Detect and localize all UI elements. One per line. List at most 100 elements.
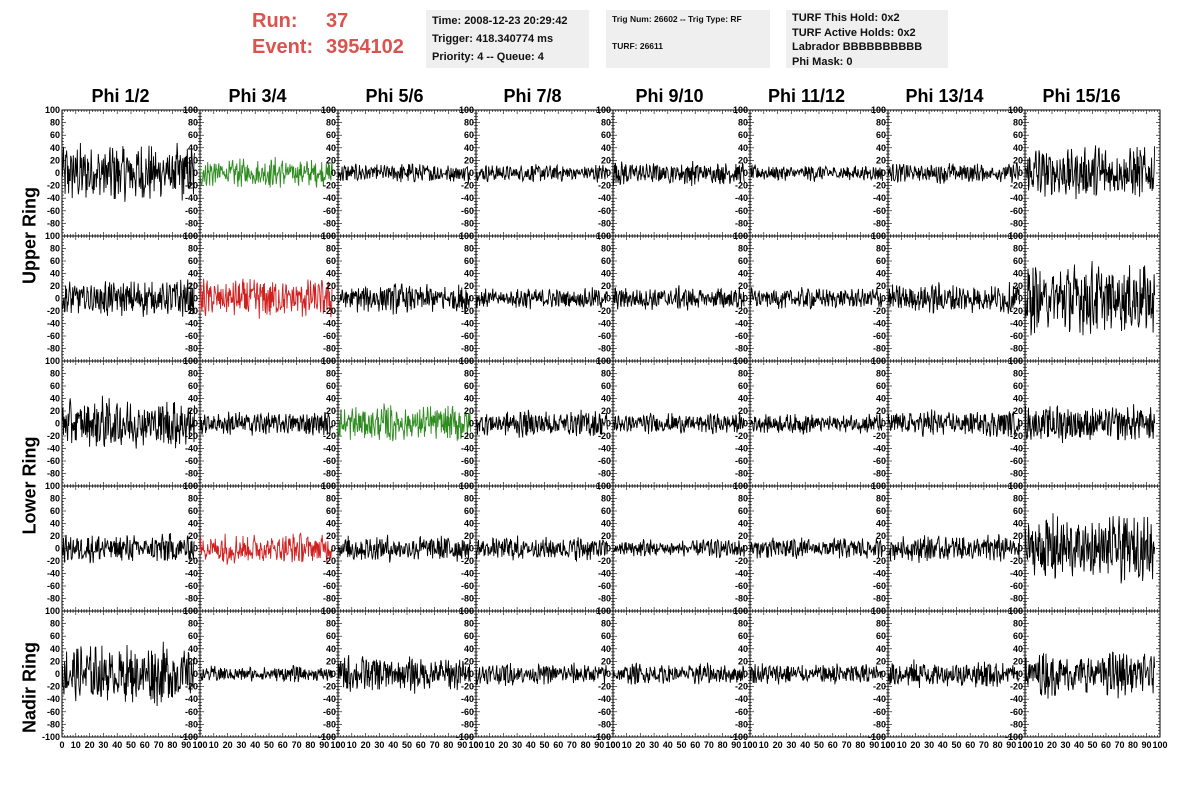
waveform-trace-r1-c6	[888, 282, 1020, 314]
waveform-trace-r2-c3	[476, 410, 608, 438]
y-tick-label-r0-c1: 100	[183, 105, 198, 115]
y-tick-label-r2-c7: 40	[1013, 394, 1023, 404]
y-tick-label-r0-c6: 20	[876, 155, 886, 165]
y-tick-label-r0-c1: 60	[188, 130, 198, 140]
y-tick-label-r1-c0: 60	[50, 256, 60, 266]
y-tick-label-r1-c6: 40	[876, 269, 886, 279]
y-tick-label-r1-c0: -20	[47, 306, 60, 316]
waveform-trace-r1-c4	[613, 285, 745, 310]
y-tick-label-r1-c1: -20	[185, 306, 198, 316]
y-tick-label-r0-c5: 100	[733, 105, 748, 115]
y-tick-label-r2-c1: -60	[185, 456, 198, 466]
y-tick-label-r0-c3: 20	[464, 155, 474, 165]
y-tick-label-r0-c0: 0	[55, 168, 60, 178]
y-tick-label-r1-c5: 80	[738, 244, 748, 254]
y-tick-label-r1-c7: 60	[1013, 256, 1023, 266]
y-tick-label-r0-c4: 80	[601, 118, 611, 128]
y-tick-label-r2-c7: 80	[1013, 369, 1023, 379]
y-tick-label-r1-c5: 0	[743, 294, 748, 304]
y-tick-label-r1-c2: 80	[326, 244, 336, 254]
y-tick-label-r1-c5: -20	[735, 306, 748, 316]
y-tick-label-r1-c4: -60	[598, 331, 611, 341]
y-tick-label-r2-c2: -20	[323, 431, 336, 441]
y-tick-label-r2-c7: 20	[1013, 406, 1023, 416]
waveform-trace-r0-c0	[62, 143, 195, 202]
y-tick-label-r0-c0: 20	[50, 155, 60, 165]
y-tick-label-r2-c2: 40	[326, 394, 336, 404]
waveform-trace-r0-c1	[200, 157, 333, 188]
y-tick-label-r0-c7: -40	[1010, 193, 1023, 203]
y-tick-label-r1-c3: 0	[469, 294, 474, 304]
y-tick-label-r2-c3: -40	[461, 444, 474, 454]
y-tick-label-r2-c3: -20	[461, 431, 474, 441]
y-tick-label-r0-c6: -60	[873, 206, 886, 216]
y-tick-label-r0-c1: -40	[185, 193, 198, 203]
waveform-trace-r1-c1	[200, 279, 333, 319]
y-tick-label-r2-c2: -40	[323, 444, 336, 454]
y-tick-label-r2-c5: 20	[738, 406, 748, 416]
y-tick-label-r2-c1: 80	[188, 369, 198, 379]
y-tick-label-r2-c6: -40	[873, 444, 886, 454]
y-tick-label-r0-c0: -80	[47, 218, 60, 228]
y-tick-label-r2-c3: -80	[461, 469, 474, 479]
y-tick-label-r1-c2: 100	[321, 231, 336, 241]
y-tick-label-r2-c3: 80	[464, 369, 474, 379]
y-tick-label-r2-c4: 80	[601, 369, 611, 379]
y-tick-label-r2-c5: 60	[738, 381, 748, 391]
y-tick-label-r2-c6: 80	[876, 369, 886, 379]
y-tick-label-r1-c0: -60	[47, 331, 60, 341]
y-tick-label-r2-c6: 60	[876, 381, 886, 391]
y-tick-label-r2-c0: 20	[50, 406, 60, 416]
y-tick-label-r1-c5: 40	[738, 269, 748, 279]
y-tick-label-r1-c1: 20	[188, 281, 198, 291]
y-tick-label-r1-c7: -20	[1010, 306, 1023, 316]
y-tick-label-r0-c7: 40	[1013, 143, 1023, 153]
y-tick-label-r2-c0: 100	[45, 356, 60, 366]
y-tick-label-r2-c1: 60	[188, 381, 198, 391]
y-tick-label-r0-c5: -80	[735, 218, 748, 228]
y-tick-label-r2-c6: 0	[881, 419, 886, 429]
y-tick-label-r2-c0: -80	[47, 469, 60, 479]
y-tick-label-r1-c7: 0	[1018, 294, 1023, 304]
y-tick-label-r1-c6: 0	[881, 294, 886, 304]
y-tick-label-r0-c1: -60	[185, 206, 198, 216]
y-tick-label-r0-c3: -80	[461, 218, 474, 228]
y-tick-label-r0-c4: 100	[596, 105, 611, 115]
waveform-trace-r0-c6	[888, 163, 1020, 184]
y-tick-label-r1-c3: 100	[459, 231, 474, 241]
y-tick-label-r1-c6: 80	[876, 244, 886, 254]
y-tick-label-r2-c2: 20	[326, 406, 336, 416]
waveform-trace-r0-c3	[476, 164, 608, 182]
y-tick-label-r3-c0: -20	[47, 556, 60, 566]
waveform-trace-r2-c1	[200, 412, 333, 436]
y-tick-label-r1-c2: -60	[323, 331, 336, 341]
y-tick-label-r2-c7: -80	[1010, 469, 1023, 479]
y-tick-label-r3-c0: -60	[47, 581, 60, 591]
y-tick-label-r1-c5: -40	[735, 319, 748, 329]
y-tick-label-r1-c2: -40	[323, 319, 336, 329]
y-tick-label-r0-c6: 80	[876, 118, 886, 128]
y-tick-label-r1-c3: 80	[464, 244, 474, 254]
y-tick-label-r1-c4: 60	[601, 256, 611, 266]
y-tick-label-r0-c7: 0	[1018, 168, 1023, 178]
y-tick-label-r0-c4: 0	[606, 168, 611, 178]
y-tick-label-r1-c3: -40	[461, 319, 474, 329]
y-tick-label-r0-c7: -60	[1010, 206, 1023, 216]
y-tick-label-r0-c3: -20	[461, 181, 474, 191]
y-tick-label-r0-c2: -80	[323, 218, 336, 228]
y-tick-label-r0-c3: 60	[464, 130, 474, 140]
y-tick-label-r1-c2: 0	[331, 294, 336, 304]
y-tick-label-r2-c7: -20	[1010, 431, 1023, 441]
y-tick-label-r0-c3: 80	[464, 118, 474, 128]
y-tick-label-r0-c7: 60	[1013, 130, 1023, 140]
y-tick-label-r0-c7: -20	[1010, 181, 1023, 191]
y-tick-label-r1-c2: 60	[326, 256, 336, 266]
y-tick-label-r0-c2: 80	[326, 118, 336, 128]
y-tick-label-r2-c0: 80	[50, 369, 60, 379]
y-tick-label-r2-c6: -80	[873, 469, 886, 479]
waveform-trace-r1-c0	[62, 279, 195, 317]
y-tick-label-r2-c1: 40	[188, 394, 198, 404]
y-tick-label-r0-c5: 40	[738, 143, 748, 153]
y-tick-label-r3-c0: 100	[45, 481, 60, 491]
y-tick-label-r3-c0: 20	[50, 531, 60, 541]
